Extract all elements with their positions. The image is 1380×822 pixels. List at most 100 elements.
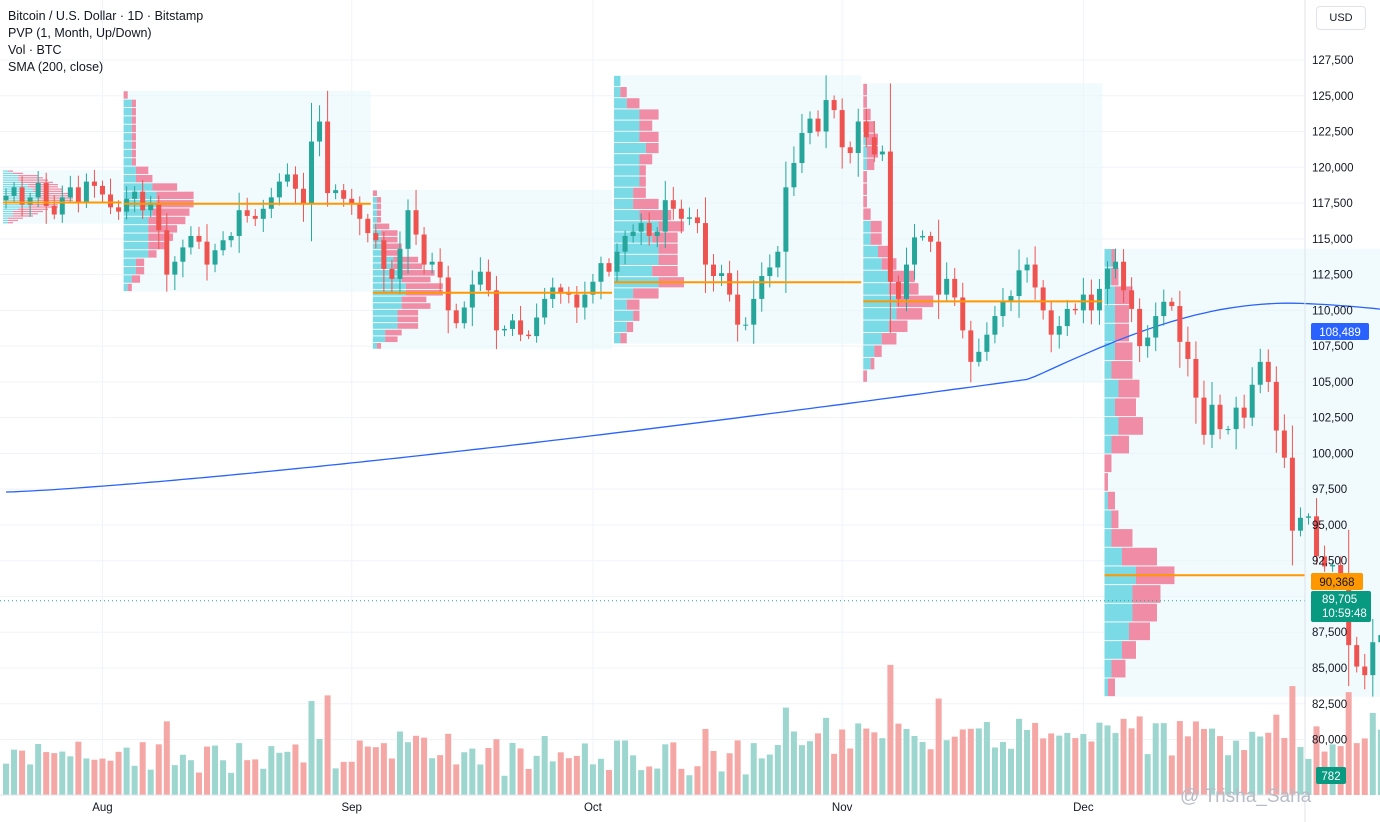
candle[interactable] — [501, 325, 507, 337]
candle[interactable] — [1016, 249, 1022, 318]
candle[interactable] — [317, 105, 323, 157]
candle[interactable] — [1048, 301, 1054, 353]
pvp-indicator-label[interactable]: PVP (1, Month, Up/Down) — [8, 26, 152, 40]
candle[interactable] — [1000, 287, 1006, 327]
symbol-title[interactable]: Bitcoin / U.S. Dollar · 1D · Bitstamp — [8, 9, 204, 23]
candle[interactable] — [1225, 425, 1231, 435]
candle[interactable] — [244, 197, 250, 223]
candle[interactable] — [333, 184, 339, 200]
candle[interactable] — [783, 161, 789, 293]
volume-indicator-label[interactable]: Vol · BTC — [8, 43, 62, 57]
candle[interactable] — [469, 270, 475, 327]
candle[interactable] — [1314, 498, 1320, 565]
time-axis[interactable]: Aug Sep Oct Nov Dec — [0, 794, 1305, 814]
candle[interactable] — [863, 108, 869, 148]
candle[interactable] — [646, 212, 652, 246]
candle[interactable] — [670, 186, 676, 220]
candle[interactable] — [204, 224, 210, 281]
candle[interactable] — [132, 186, 138, 213]
candle[interactable] — [3, 188, 9, 209]
candle[interactable] — [984, 322, 990, 361]
candle[interactable] — [19, 176, 25, 217]
candle[interactable] — [831, 95, 837, 119]
candle[interactable] — [1330, 561, 1336, 572]
candle[interactable] — [1265, 349, 1271, 392]
candle[interactable] — [1161, 289, 1167, 326]
candle[interactable] — [292, 166, 298, 203]
candle[interactable] — [429, 252, 435, 274]
candle[interactable] — [1378, 626, 1380, 655]
candle[interactable] — [172, 256, 178, 291]
candle[interactable] — [711, 254, 717, 292]
candle[interactable] — [373, 223, 379, 249]
candle[interactable] — [140, 180, 146, 219]
candle[interactable] — [1032, 246, 1038, 300]
candle[interactable] — [381, 231, 387, 293]
candle[interactable] — [1281, 414, 1287, 468]
candle[interactable] — [228, 232, 234, 248]
candle[interactable] — [815, 110, 821, 137]
candle[interactable] — [413, 189, 419, 245]
candle[interactable] — [196, 226, 202, 250]
candle[interactable] — [1322, 545, 1328, 572]
candle[interactable] — [662, 180, 668, 249]
candle[interactable] — [99, 180, 105, 204]
candle[interactable] — [349, 188, 355, 215]
candle[interactable] — [1193, 341, 1199, 424]
candle[interactable] — [510, 313, 516, 337]
candle[interactable] — [365, 213, 371, 243]
candle[interactable] — [91, 170, 97, 198]
candle[interactable] — [518, 305, 524, 342]
candle[interactable] — [1370, 618, 1376, 697]
candle[interactable] — [936, 219, 942, 320]
candle[interactable] — [188, 226, 194, 255]
candle[interactable] — [453, 303, 459, 329]
candle[interactable] — [582, 281, 588, 320]
candle[interactable] — [300, 172, 306, 222]
candle[interactable] — [309, 102, 315, 242]
candle[interactable] — [542, 287, 548, 325]
candle[interactable] — [284, 163, 290, 187]
candle[interactable] — [944, 262, 950, 302]
candle[interactable] — [1056, 316, 1062, 349]
currency-button[interactable]: USD — [1316, 6, 1366, 30]
candle[interactable] — [1177, 290, 1183, 368]
candle[interactable] — [654, 227, 660, 248]
candle[interactable] — [694, 209, 700, 234]
candle[interactable] — [686, 207, 692, 226]
candle[interactable] — [1217, 394, 1223, 440]
candle[interactable] — [493, 275, 499, 350]
candle[interactable] — [614, 243, 620, 282]
candle[interactable] — [51, 195, 57, 220]
candle[interactable] — [912, 224, 918, 280]
candle[interactable] — [1249, 367, 1255, 427]
candle[interactable] — [1209, 382, 1215, 448]
candle[interactable] — [220, 231, 226, 256]
candle[interactable] — [1121, 249, 1127, 303]
candle[interactable] — [59, 185, 65, 223]
candle[interactable] — [992, 305, 998, 344]
candle[interactable] — [1072, 303, 1078, 315]
candle[interactable] — [35, 170, 41, 208]
candle[interactable] — [148, 195, 154, 217]
candle[interactable] — [702, 197, 708, 294]
candle[interactable] — [1305, 513, 1311, 525]
candle[interactable] — [75, 175, 81, 213]
candle[interactable] — [1185, 326, 1191, 377]
candle[interactable] — [1153, 302, 1159, 352]
candle[interactable] — [485, 259, 491, 297]
candle[interactable] — [630, 224, 636, 243]
candle[interactable] — [855, 108, 861, 177]
candle[interactable] — [751, 280, 757, 344]
candle[interactable] — [1064, 300, 1070, 336]
candle[interactable] — [879, 145, 885, 162]
candle[interactable] — [960, 282, 966, 339]
candle[interactable] — [11, 182, 17, 203]
candle[interactable] — [526, 330, 532, 340]
candle[interactable] — [807, 111, 813, 145]
candle[interactable] — [1297, 507, 1303, 537]
candle[interactable] — [1241, 394, 1247, 429]
candle[interactable] — [759, 262, 765, 312]
candle[interactable] — [743, 317, 749, 331]
candle[interactable] — [1362, 653, 1368, 690]
